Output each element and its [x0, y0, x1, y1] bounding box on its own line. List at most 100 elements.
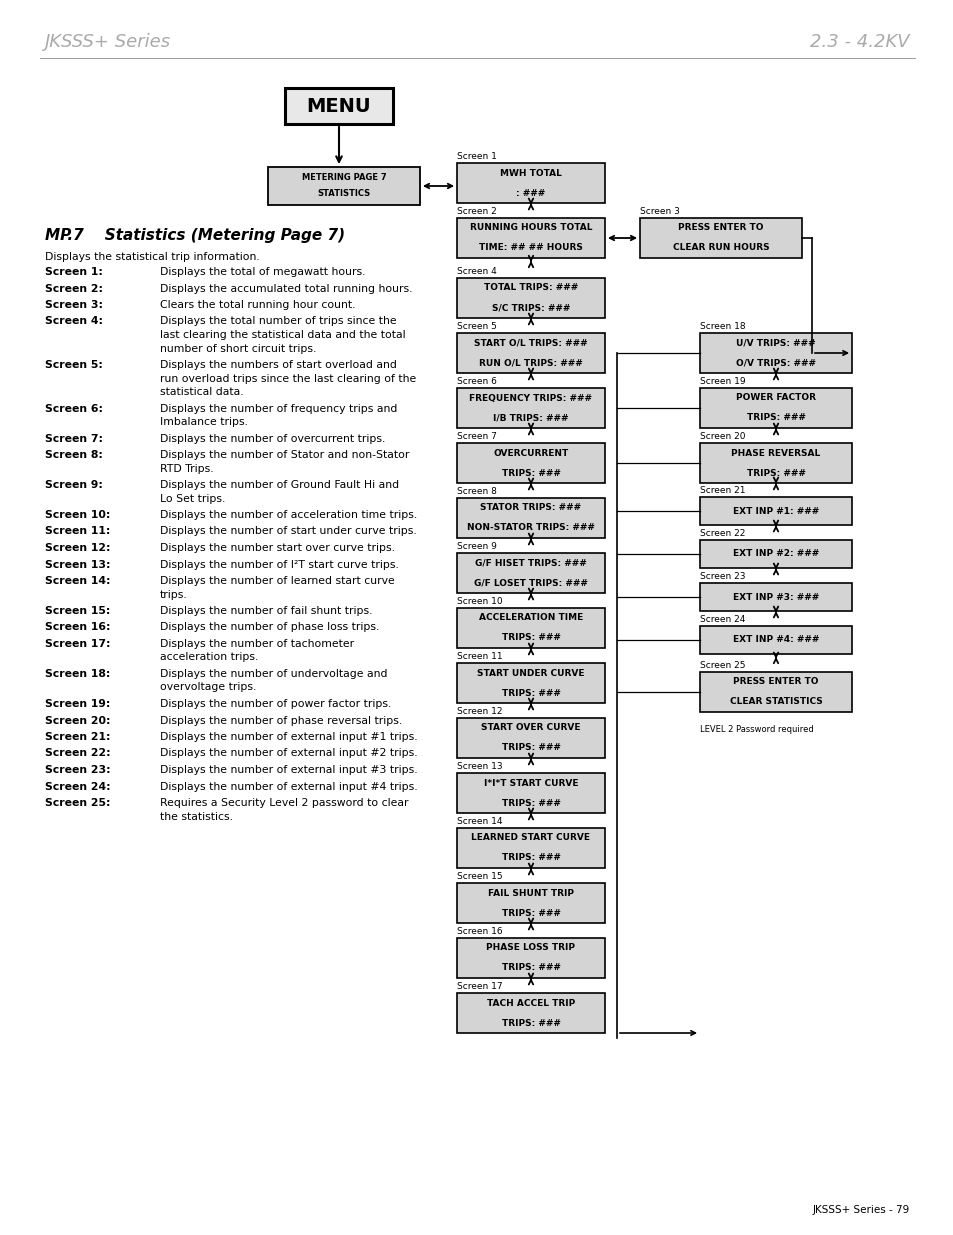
- Text: overvoltage trips.: overvoltage trips.: [160, 683, 256, 693]
- Text: TRIPS: ###: TRIPS: ###: [501, 1019, 559, 1028]
- Text: TRIPS: ###: TRIPS: ###: [501, 743, 559, 752]
- Text: Screen 3: Screen 3: [639, 207, 679, 216]
- Text: Screen 15: Screen 15: [456, 872, 502, 881]
- Text: Displays the number of fail shunt trips.: Displays the number of fail shunt trips.: [160, 606, 372, 616]
- Text: : ###: : ###: [516, 189, 545, 198]
- Text: Screen 24:: Screen 24:: [45, 782, 111, 792]
- Text: START OVER CURVE: START OVER CURVE: [480, 724, 580, 732]
- Text: CLEAR RUN HOURS: CLEAR RUN HOURS: [672, 243, 768, 252]
- Text: METERING PAGE 7: METERING PAGE 7: [301, 173, 386, 183]
- Text: ACCELERATION TIME: ACCELERATION TIME: [478, 614, 582, 622]
- Text: Screen 12:: Screen 12:: [45, 543, 111, 553]
- Bar: [456, 827, 604, 868]
- Text: Displays the number of frequency trips and: Displays the number of frequency trips a…: [160, 404, 397, 414]
- Bar: [456, 333, 604, 373]
- Text: POWER FACTOR: POWER FACTOR: [735, 394, 815, 403]
- Text: Screen 2:: Screen 2:: [45, 284, 103, 294]
- Bar: [700, 388, 851, 429]
- Bar: [456, 939, 604, 978]
- Text: PRESS ENTER TO: PRESS ENTER TO: [678, 224, 763, 232]
- Text: Screen 9:: Screen 9:: [45, 480, 103, 490]
- Text: LEVEL 2 Password required: LEVEL 2 Password required: [700, 725, 813, 735]
- Bar: [456, 553, 604, 593]
- Text: Screen 8:: Screen 8:: [45, 450, 103, 459]
- Text: Displays the accumulated total running hours.: Displays the accumulated total running h…: [160, 284, 412, 294]
- Text: Screen 11:: Screen 11:: [45, 526, 111, 536]
- Bar: [285, 88, 393, 124]
- Text: Displays the number of Ground Fault Hi and: Displays the number of Ground Fault Hi a…: [160, 480, 398, 490]
- Text: START O/L TRIPS: ###: START O/L TRIPS: ###: [474, 338, 587, 347]
- Text: Screen 5:: Screen 5:: [45, 359, 103, 370]
- Text: Displays the number of Stator and non-Stator: Displays the number of Stator and non-St…: [160, 450, 409, 459]
- Text: Screen 6:: Screen 6:: [45, 404, 103, 414]
- Bar: [639, 219, 801, 258]
- Text: Displays the numbers of start overload and: Displays the numbers of start overload a…: [160, 359, 396, 370]
- Text: Displays the number of undervoltage and: Displays the number of undervoltage and: [160, 669, 387, 679]
- Text: G/F LOSET TRIPS: ###: G/F LOSET TRIPS: ###: [474, 578, 587, 588]
- Text: Displays the number of tachometer: Displays the number of tachometer: [160, 638, 354, 650]
- Text: TRIPS: ###: TRIPS: ###: [501, 799, 559, 808]
- Bar: [456, 608, 604, 648]
- Text: TRIPS: ###: TRIPS: ###: [501, 688, 559, 698]
- Bar: [456, 443, 604, 483]
- Text: FREQUENCY TRIPS: ###: FREQUENCY TRIPS: ###: [469, 394, 592, 403]
- Text: Displays the number of learned start curve: Displays the number of learned start cur…: [160, 576, 395, 585]
- Text: 2.3 - 4.2KV: 2.3 - 4.2KV: [809, 33, 909, 51]
- Text: EXT INP #1: ###: EXT INP #1: ###: [732, 506, 819, 515]
- Text: Clears the total running hour count.: Clears the total running hour count.: [160, 300, 355, 310]
- Bar: [456, 773, 604, 813]
- Text: Screen 2: Screen 2: [456, 207, 497, 216]
- Text: number of short circuit trips.: number of short circuit trips.: [160, 343, 316, 353]
- Text: TOTAL TRIPS: ###: TOTAL TRIPS: ###: [483, 284, 578, 293]
- Text: Displays the number of external input #3 trips.: Displays the number of external input #3…: [160, 764, 417, 776]
- Bar: [456, 718, 604, 758]
- Text: START UNDER CURVE: START UNDER CURVE: [476, 668, 584, 678]
- Bar: [456, 219, 604, 258]
- Text: Screen 11: Screen 11: [456, 652, 502, 661]
- Text: Screen 10: Screen 10: [456, 597, 502, 606]
- Text: Screen 14: Screen 14: [456, 818, 502, 826]
- Text: PRESS ENTER TO: PRESS ENTER TO: [733, 678, 818, 687]
- Text: EXT INP #3: ###: EXT INP #3: ###: [732, 593, 819, 601]
- Text: JKSSS+ Series: JKSSS+ Series: [45, 33, 171, 51]
- Text: Lo Set trips.: Lo Set trips.: [160, 494, 225, 504]
- Bar: [700, 496, 851, 525]
- Text: Screen 16:: Screen 16:: [45, 622, 111, 632]
- Text: MP.7    Statistics (Metering Page 7): MP.7 Statistics (Metering Page 7): [45, 228, 345, 243]
- Text: Screen 5: Screen 5: [456, 322, 497, 331]
- Text: NON-STATOR TRIPS: ###: NON-STATOR TRIPS: ###: [467, 524, 595, 532]
- Text: run overload trips since the last clearing of the: run overload trips since the last cleari…: [160, 373, 416, 384]
- Text: RTD Trips.: RTD Trips.: [160, 463, 213, 473]
- Text: Displays the number of I²T start curve trips.: Displays the number of I²T start curve t…: [160, 559, 398, 569]
- Text: acceleration trips.: acceleration trips.: [160, 652, 258, 662]
- Bar: [700, 672, 851, 713]
- Text: TRIPS: ###: TRIPS: ###: [746, 414, 804, 422]
- Text: TRIPS: ###: TRIPS: ###: [501, 909, 559, 918]
- Text: Screen 25: Screen 25: [700, 661, 744, 671]
- Text: statistical data.: statistical data.: [160, 387, 243, 396]
- Text: Screen 24: Screen 24: [700, 615, 744, 624]
- Text: MENU: MENU: [306, 96, 371, 116]
- Text: G/F HISET TRIPS: ###: G/F HISET TRIPS: ###: [475, 558, 586, 568]
- Text: Displays the number of power factor trips.: Displays the number of power factor trip…: [160, 699, 391, 709]
- Bar: [456, 388, 604, 429]
- Text: Screen 23:: Screen 23:: [45, 764, 111, 776]
- Text: Screen 12: Screen 12: [456, 706, 502, 716]
- Text: TIME: ## ## HOURS: TIME: ## ## HOURS: [478, 243, 582, 252]
- Bar: [456, 663, 604, 703]
- Text: Screen 15:: Screen 15:: [45, 606, 111, 616]
- Text: Displays the number of phase reversal trips.: Displays the number of phase reversal tr…: [160, 715, 402, 725]
- Text: I*I*T START CURVE: I*I*T START CURVE: [483, 778, 578, 788]
- Text: Screen 23: Screen 23: [700, 572, 744, 580]
- Text: Screen 22: Screen 22: [700, 529, 744, 538]
- Text: Screen 13: Screen 13: [456, 762, 502, 771]
- Text: Screen 7: Screen 7: [456, 432, 497, 441]
- Text: last clearing the statistical data and the total: last clearing the statistical data and t…: [160, 330, 405, 340]
- Text: Screen 20: Screen 20: [700, 432, 744, 441]
- Text: CLEAR STATISTICS: CLEAR STATISTICS: [729, 698, 821, 706]
- Bar: [268, 167, 419, 205]
- Text: Screen 13:: Screen 13:: [45, 559, 111, 569]
- Text: Displays the number of overcurrent trips.: Displays the number of overcurrent trips…: [160, 433, 385, 443]
- Text: TRIPS: ###: TRIPS: ###: [501, 853, 559, 862]
- Text: Screen 19:: Screen 19:: [45, 699, 111, 709]
